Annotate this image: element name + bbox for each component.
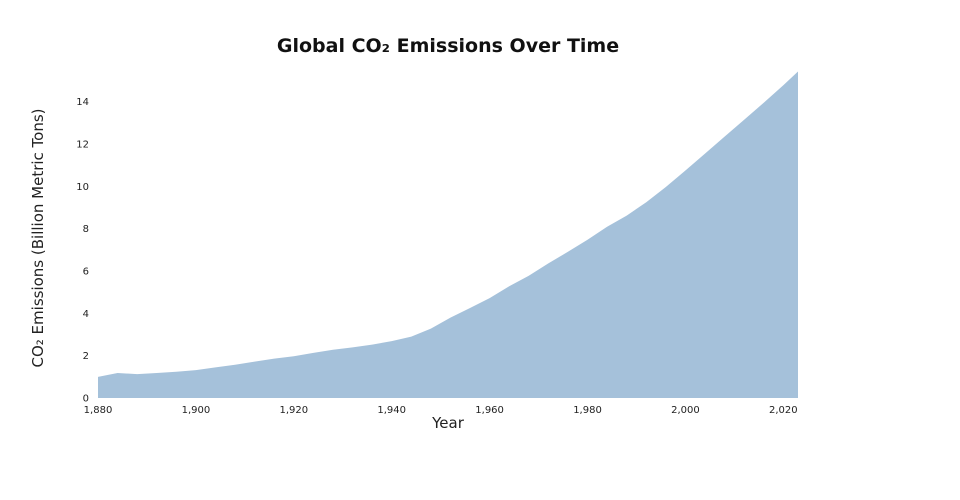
x-tick-label: 1,900 [182,405,211,416]
y-tick-label: 10 [76,182,89,193]
y-tick-label: 2 [83,351,89,362]
x-tick-label: 1,960 [475,405,504,416]
x-axis-title: Year [431,414,465,432]
plot-area [98,71,798,398]
x-axis-ticks: 1,880 1,900 1,920 1,940 1,960 1,980 2,000 2,020 [84,405,798,416]
y-tick-label: 8 [83,224,89,235]
y-axis-title: CO₂ Emissions (Billion Metric Tons) [29,108,47,367]
x-tick-label: 1,940 [377,405,406,416]
x-tick-label: 2,000 [671,405,700,416]
x-tick-label: 2,020 [769,405,798,416]
x-tick-label: 1,920 [279,405,308,416]
x-tick-label: 1,880 [84,405,113,416]
y-axis-ticks: 0 2 4 6 8 10 12 14 [76,97,89,404]
x-tick-label: 1,980 [573,405,602,416]
y-tick-label: 4 [83,309,89,320]
y-tick-label: 0 [83,394,89,405]
y-tick-label: 6 [83,267,89,278]
y-tick-label: 14 [76,97,89,108]
y-tick-label: 12 [76,140,89,151]
chart-title: Global CO₂ Emissions Over Time [277,35,619,57]
emissions-area [98,71,798,398]
